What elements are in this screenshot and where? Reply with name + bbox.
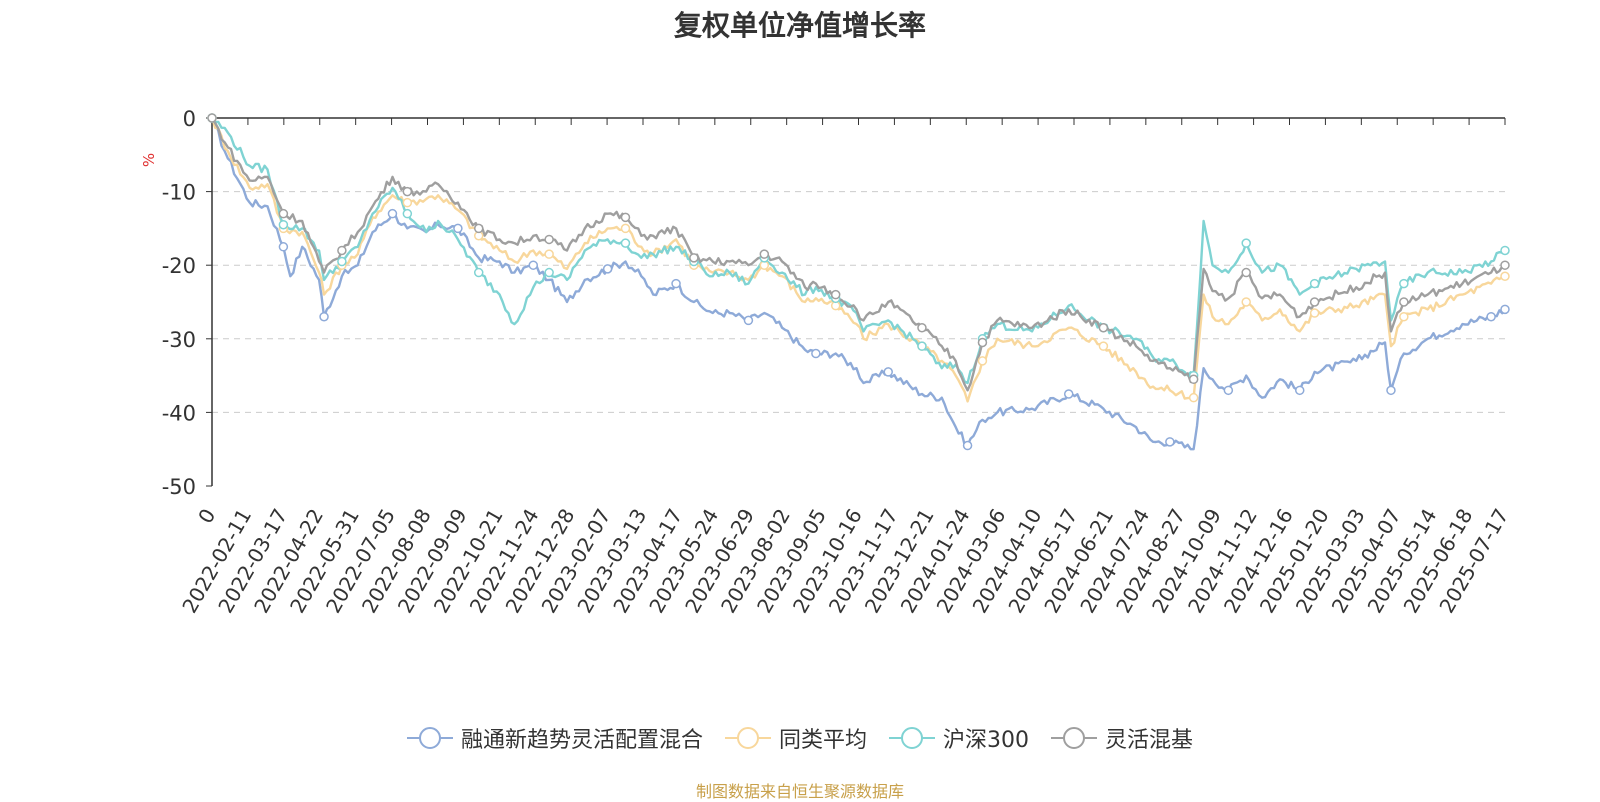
- series-point-1: [1188, 392, 1199, 403]
- series-point-0: [602, 264, 613, 274]
- axes: 0-10-20-30-40-5002022-02-112022-03-17202…: [162, 107, 1514, 617]
- series-point-3: [544, 234, 554, 245]
- series-point-2: [620, 238, 631, 248]
- y-tick-label: -50: [162, 475, 196, 499]
- series-point-2: [473, 267, 484, 278]
- series-point-2: [337, 256, 347, 267]
- series-point-0: [528, 260, 539, 270]
- series-point-0: [1063, 389, 1074, 399]
- series-point-0: [811, 348, 821, 359]
- legend-swatch-icon: [724, 727, 771, 749]
- series-point-0: [278, 242, 289, 252]
- series-point-1: [402, 197, 413, 208]
- series-point-1: [1309, 308, 1320, 318]
- series-point-3: [1309, 297, 1320, 307]
- series-point-2: [917, 341, 927, 351]
- series-point-3: [337, 245, 347, 256]
- legend-item-3[interactable]: 灵活混基: [1051, 722, 1193, 754]
- series-point-3: [1399, 297, 1409, 307]
- series-point-0: [883, 367, 893, 377]
- series-point-1: [544, 249, 554, 259]
- legend-item-1[interactable]: 同类平均: [724, 722, 867, 754]
- legend-swatch-icon: [406, 727, 453, 749]
- series-point-3: [278, 208, 289, 219]
- series-markers: [207, 113, 1510, 451]
- legend-item-2[interactable]: 沪深300: [889, 722, 1029, 754]
- series-point-3: [689, 253, 699, 263]
- legend-swatch-icon: [1051, 727, 1097, 749]
- y-tick-label: -30: [162, 328, 196, 352]
- y-tick-label: -10: [162, 181, 196, 205]
- series-point-2: [1309, 278, 1320, 289]
- legend-label: 灵活混基: [1105, 728, 1194, 753]
- series-point-1: [1098, 341, 1109, 351]
- series-point-3: [1500, 260, 1510, 270]
- series-point-2: [544, 267, 554, 278]
- y-tick-label: -20: [162, 254, 196, 278]
- series-point-3: [830, 289, 841, 300]
- y-axis-label: %: [140, 153, 158, 167]
- series-point-3: [620, 212, 631, 223]
- series-point-2: [1241, 238, 1251, 248]
- legend-swatch-icon: [889, 727, 935, 749]
- series-lines: [210, 117, 1506, 451]
- series-line-1: [210, 117, 1506, 403]
- series-point-1: [620, 223, 631, 234]
- series-point-2: [402, 208, 413, 219]
- series-point-1: [977, 356, 988, 366]
- series-point-3: [402, 186, 413, 197]
- series-point-0: [962, 440, 973, 451]
- chart-title: 复权单位净值增长率: [673, 9, 926, 42]
- series-point-2: [278, 219, 289, 230]
- legend-item-0[interactable]: 融通新趋势灵活配置混合: [406, 722, 703, 754]
- series-line-3: [210, 117, 1506, 392]
- series-point-1: [1500, 271, 1510, 281]
- legend-label: 沪深300: [943, 728, 1029, 753]
- y-tick-label: 0: [183, 107, 196, 131]
- series-point-0: [319, 311, 329, 322]
- series-point-3: [1241, 267, 1251, 278]
- series-point-0: [387, 208, 398, 219]
- series-point-1: [1399, 311, 1409, 322]
- legend-label: 同类平均: [778, 728, 867, 753]
- legend-label: 融通新趋势灵活配置混合: [460, 728, 703, 753]
- y-tick-label: -40: [162, 401, 196, 425]
- series-point-3: [207, 113, 217, 123]
- series-point-0: [1223, 385, 1234, 396]
- series-point-3: [759, 249, 770, 259]
- series-point-0: [1486, 311, 1496, 322]
- series-point-1: [1241, 297, 1251, 307]
- series-point-0: [1500, 304, 1510, 315]
- series-point-0: [671, 278, 681, 289]
- series-point-3: [977, 337, 988, 348]
- series-point-0: [1386, 385, 1396, 396]
- series-point-3: [917, 323, 927, 333]
- series-point-0: [1294, 385, 1305, 396]
- series-point-2: [1500, 245, 1510, 256]
- series-point-3: [1188, 374, 1199, 385]
- chart-legend: 融通新趋势灵活配置混合 同类平均 沪深300 灵活混基: [0, 722, 1600, 754]
- series-line-2: [211, 117, 1506, 385]
- series-point-3: [473, 223, 484, 234]
- series-point-0: [1165, 437, 1175, 447]
- data-source-note: 制图数据来自恒生聚源数据库: [695, 782, 904, 801]
- series-point-0: [743, 315, 754, 326]
- series-point-3: [1098, 323, 1109, 333]
- series-point-2: [1399, 278, 1409, 289]
- x-tick-label: 0: [193, 505, 220, 528]
- series-point-0: [453, 223, 463, 234]
